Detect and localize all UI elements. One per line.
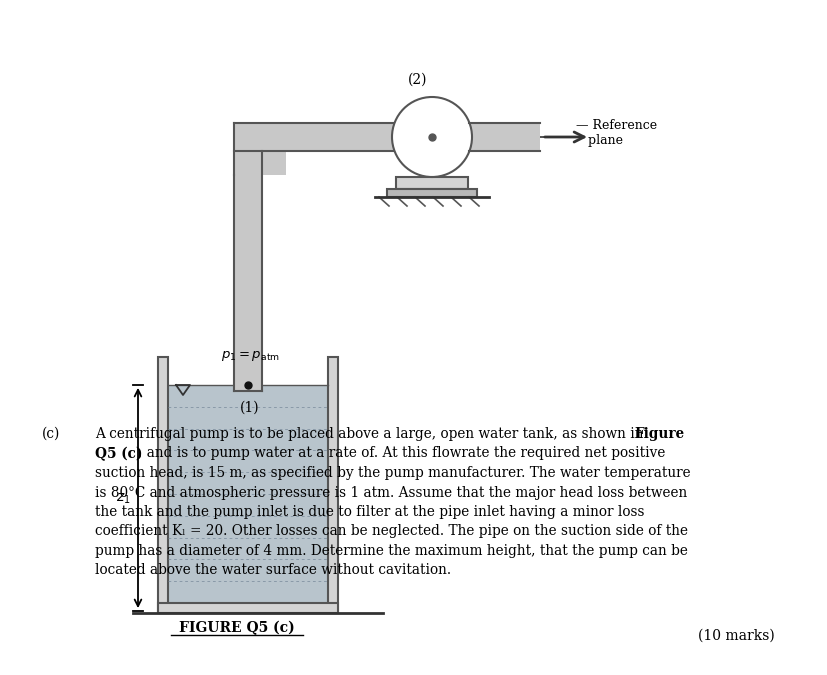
Text: — Reference
   plane: — Reference plane	[576, 119, 657, 147]
Bar	[234, 123, 286, 175]
Text: FIGURE Q5 (c): FIGURE Q5 (c)	[179, 621, 295, 635]
Text: coefficient Kₗ = 20. Other losses can be neglected. The pipe on the suction side: coefficient Kₗ = 20. Other losses can be…	[95, 524, 688, 539]
Text: $z_1$: $z_1$	[117, 492, 131, 506]
Text: the tank and the pump inlet is due to filter at the pipe inlet having a minor lo: the tank and the pump inlet is due to fi…	[95, 505, 644, 519]
Text: (2): (2)	[409, 73, 428, 87]
Text: (c): (c)	[42, 427, 60, 441]
Text: (1): (1)	[240, 401, 260, 415]
Text: Q5 (c): Q5 (c)	[95, 446, 142, 461]
Text: is 80°C and atmospheric pressure is 1 atm. Assume that the major head loss betwe: is 80°C and atmospheric pressure is 1 at…	[95, 485, 687, 500]
Bar	[168, 385, 328, 603]
Bar	[396, 177, 468, 189]
Text: located above the water surface without cavitation.: located above the water surface without …	[95, 564, 451, 578]
Text: , and is to pump water at a rate of. At this flowrate the required net positive: , and is to pump water at a rate of. At …	[138, 446, 666, 460]
Bar	[234, 123, 397, 151]
Text: (10 marks): (10 marks)	[698, 629, 775, 643]
Text: A centrifugal pump is to be placed above a large, open water tank, as shown in: A centrifugal pump is to be placed above…	[95, 427, 648, 441]
Bar	[158, 603, 338, 613]
Bar	[328, 357, 338, 613]
Bar	[158, 357, 168, 613]
Bar	[387, 189, 477, 197]
Text: $p_1 = p_\mathrm{atm}$: $p_1 = p_\mathrm{atm}$	[221, 349, 280, 363]
Text: suction head, is 15 m, as specified by the pump manufacturer. The water temperat: suction head, is 15 m, as specified by t…	[95, 466, 691, 480]
Text: Figure: Figure	[634, 427, 684, 441]
Bar	[469, 123, 540, 151]
Text: pump has a diameter of 4 mm. Determine the maximum height, that the pump can be: pump has a diameter of 4 mm. Determine t…	[95, 544, 688, 558]
Circle shape	[392, 97, 472, 177]
Bar	[234, 175, 262, 391]
